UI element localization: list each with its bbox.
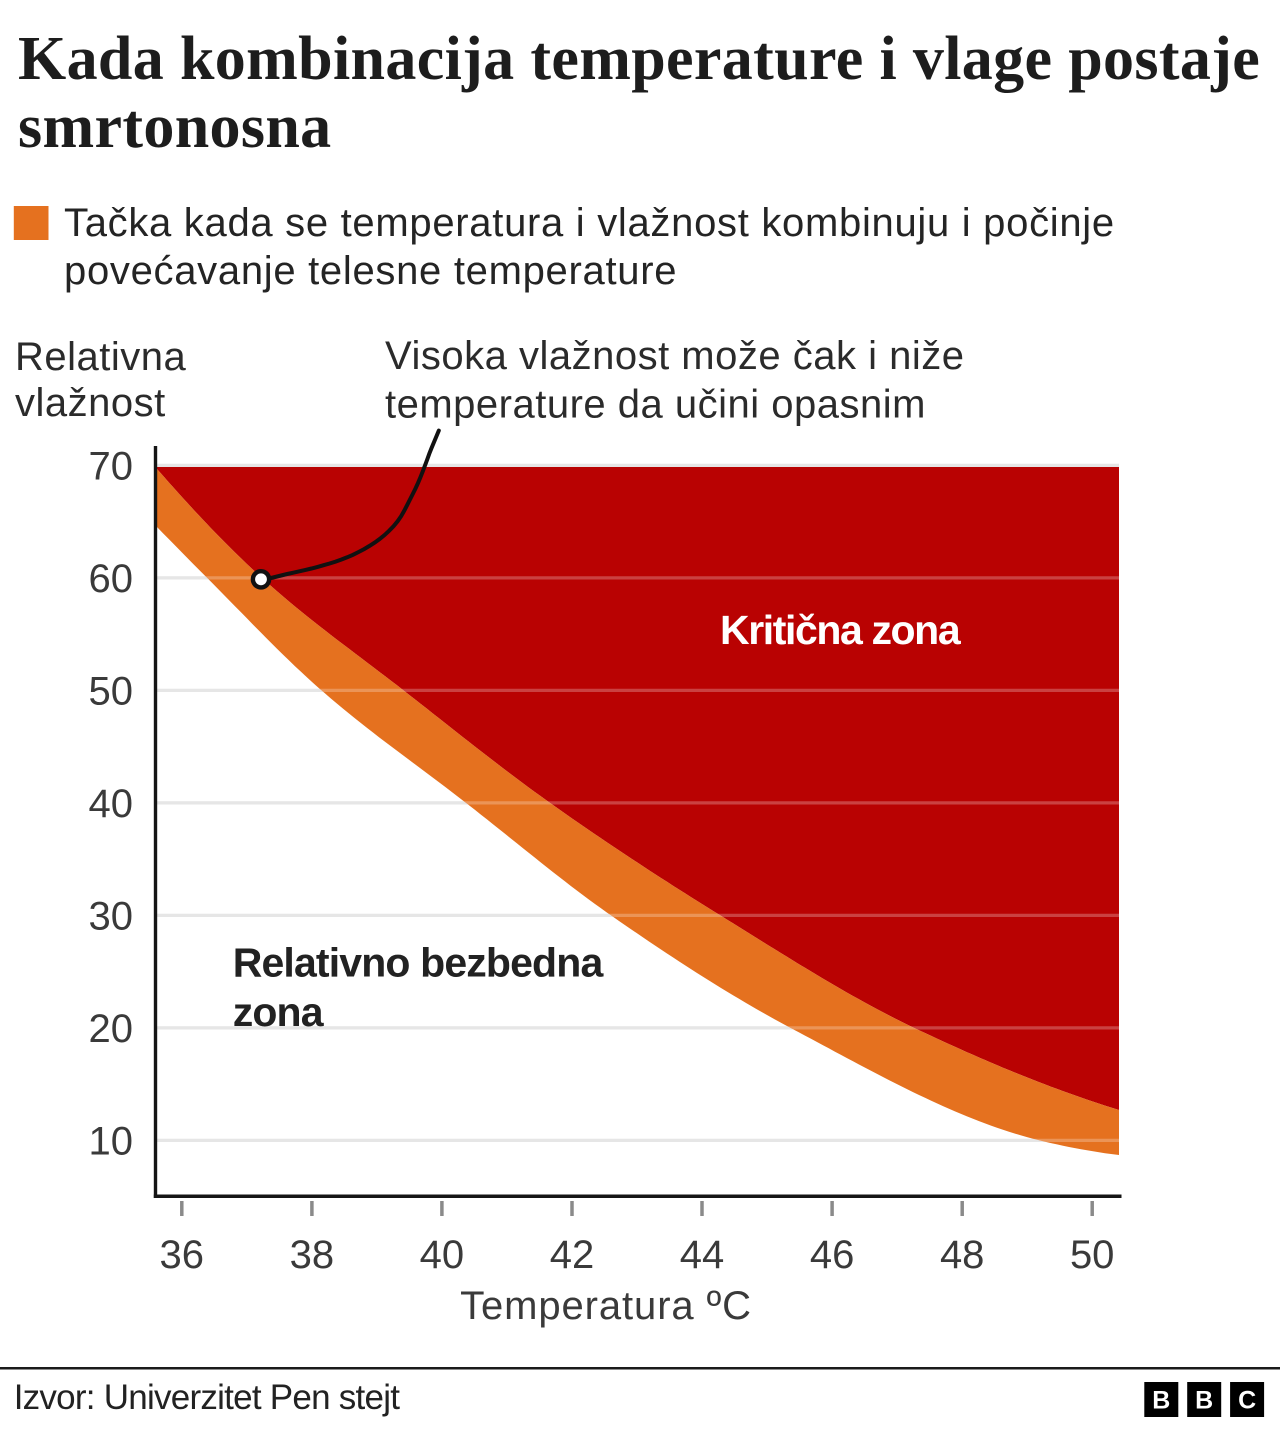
svg-text:B: B <box>1152 1387 1170 1415</box>
svg-text:Izvor: Univerzitet Pen stejt: Izvor: Univerzitet Pen stejt <box>14 1378 401 1417</box>
svg-text:zona: zona <box>233 989 325 1035</box>
svg-text:Tačka kada se temperatura i vl: Tačka kada se temperatura i vlažnost kom… <box>64 201 1115 245</box>
svg-text:70: 70 <box>89 444 134 488</box>
svg-text:20: 20 <box>89 1007 134 1051</box>
svg-text:Kada kombinacija temperature i: Kada kombinacija temperature i vlage pos… <box>18 25 1260 93</box>
svg-text:42: 42 <box>550 1233 595 1277</box>
svg-text:smrtonosna: smrtonosna <box>18 93 332 161</box>
svg-text:Visoka vlažnost može čak i niž: Visoka vlažnost može čak i niže <box>385 334 964 378</box>
svg-text:50: 50 <box>1070 1233 1115 1277</box>
svg-text:38: 38 <box>290 1233 335 1277</box>
svg-text:40: 40 <box>420 1233 465 1277</box>
svg-text:46: 46 <box>810 1233 855 1277</box>
svg-text:36: 36 <box>160 1233 205 1277</box>
svg-text:40: 40 <box>89 782 134 826</box>
svg-text:60: 60 <box>89 557 134 601</box>
svg-text:Kritična zona: Kritična zona <box>720 607 962 653</box>
svg-text:48: 48 <box>940 1233 985 1277</box>
svg-text:Temperatura ºC: Temperatura ºC <box>460 1284 752 1328</box>
svg-text:temperature da učini opasnim: temperature da učini opasnim <box>385 383 926 427</box>
svg-text:vlažnost: vlažnost <box>15 381 166 425</box>
svg-text:10: 10 <box>89 1119 134 1163</box>
svg-text:povećavanje telesne temperatur: povećavanje telesne temperature <box>64 249 677 293</box>
svg-text:B: B <box>1195 1387 1213 1415</box>
svg-text:Relativno bezbedna: Relativno bezbedna <box>233 940 605 986</box>
svg-text:30: 30 <box>89 894 134 938</box>
svg-text:C: C <box>1238 1387 1256 1415</box>
svg-text:50: 50 <box>89 669 134 713</box>
svg-text:44: 44 <box>680 1233 725 1277</box>
svg-text:Relativna: Relativna <box>15 335 187 379</box>
